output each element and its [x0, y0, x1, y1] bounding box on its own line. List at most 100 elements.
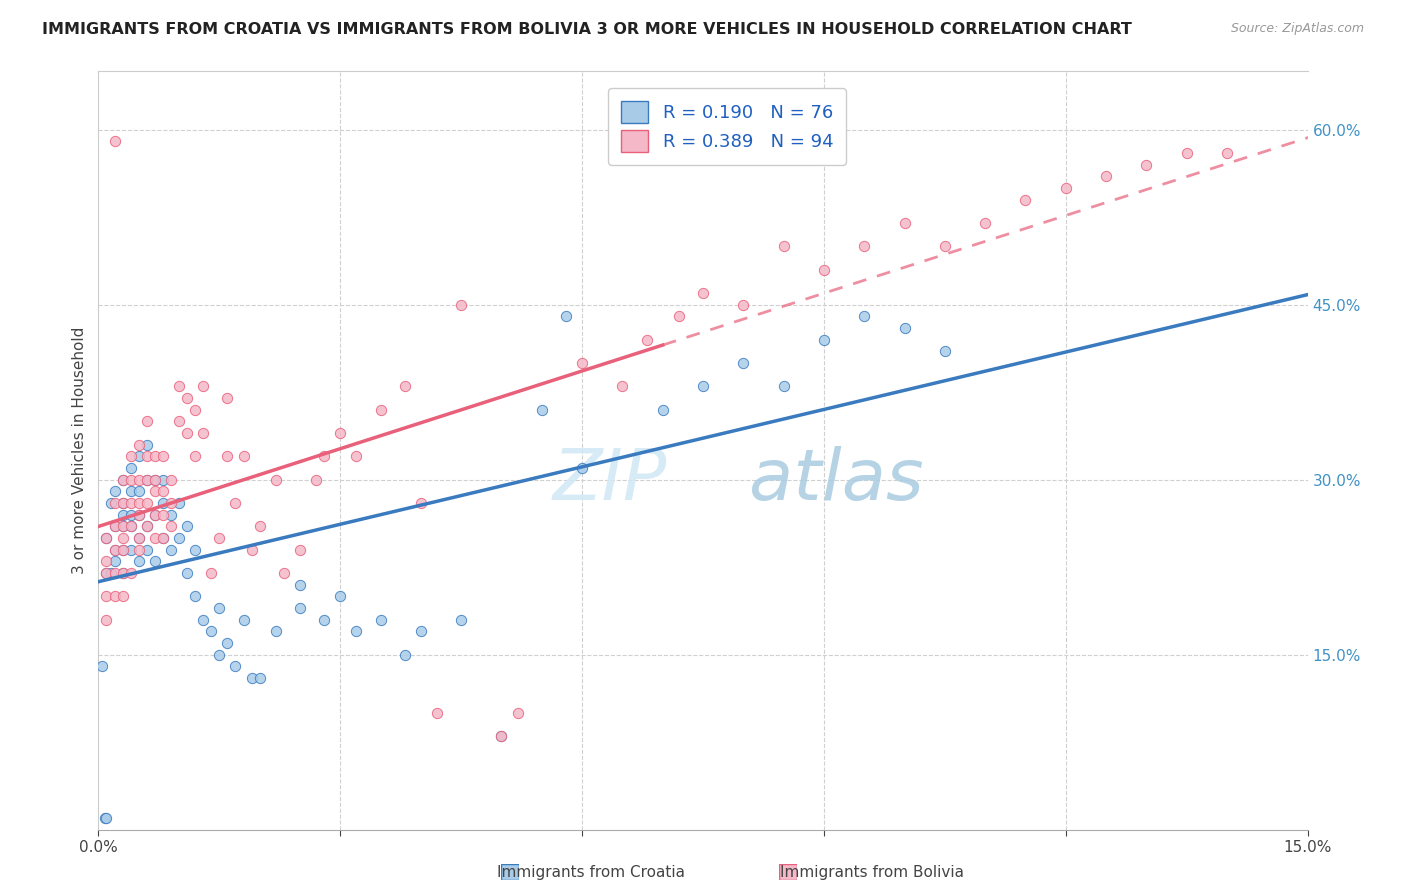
- Point: [103, 542, 125, 557]
- Point: [176, 519, 198, 533]
- Point: [120, 461, 142, 475]
- Point: [200, 624, 222, 639]
- Point: [692, 285, 714, 300]
- Point: [240, 542, 263, 557]
- Point: [184, 450, 207, 464]
- Point: [394, 648, 416, 662]
- Point: [128, 508, 150, 522]
- Point: [409, 624, 432, 639]
- Point: [128, 450, 150, 464]
- Point: [651, 402, 673, 417]
- Text: ZIP: ZIP: [553, 446, 666, 516]
- Point: [249, 519, 271, 533]
- Point: [217, 636, 239, 650]
- Point: [135, 473, 157, 487]
- Point: [772, 379, 794, 393]
- Point: [160, 542, 183, 557]
- Point: [193, 613, 215, 627]
- Point: [111, 508, 134, 522]
- Point: [120, 450, 142, 464]
- Point: [733, 298, 755, 312]
- Point: [143, 484, 166, 499]
- Point: [120, 542, 142, 557]
- Point: [128, 437, 150, 451]
- Point: [668, 310, 690, 324]
- Point: [96, 531, 118, 545]
- Point: [103, 519, 125, 533]
- Point: [143, 531, 166, 545]
- Point: [152, 508, 174, 522]
- Point: [409, 496, 432, 510]
- Point: [94, 811, 117, 825]
- Point: [344, 624, 367, 639]
- Point: [152, 531, 174, 545]
- Point: [135, 519, 157, 533]
- Point: [530, 402, 553, 417]
- Point: [111, 519, 134, 533]
- Point: [193, 425, 215, 440]
- Point: [813, 262, 835, 277]
- Point: [103, 134, 125, 148]
- Point: [120, 496, 142, 510]
- Point: [249, 671, 271, 685]
- Point: [974, 216, 997, 230]
- Point: [692, 379, 714, 393]
- Point: [152, 473, 174, 487]
- Point: [184, 589, 207, 603]
- Point: [1014, 193, 1036, 207]
- Legend: R = 0.190   N = 76, R = 0.389   N = 94: R = 0.190 N = 76, R = 0.389 N = 94: [609, 88, 846, 164]
- Point: [208, 531, 231, 545]
- Point: [135, 519, 157, 533]
- Point: [120, 519, 142, 533]
- Point: [450, 613, 472, 627]
- Point: [264, 473, 287, 487]
- Point: [128, 508, 150, 522]
- Point: [96, 613, 118, 627]
- Point: [208, 601, 231, 615]
- Point: [143, 450, 166, 464]
- Text: Immigrants from Bolivia: Immigrants from Bolivia: [780, 865, 963, 880]
- Point: [193, 379, 215, 393]
- Point: [491, 729, 513, 743]
- Point: [160, 496, 183, 510]
- Point: [329, 589, 352, 603]
- Point: [636, 333, 658, 347]
- Point: [506, 706, 529, 720]
- Point: [491, 729, 513, 743]
- Point: [772, 239, 794, 253]
- Point: [288, 542, 311, 557]
- Point: [1054, 181, 1077, 195]
- Text: IMMIGRANTS FROM CROATIA VS IMMIGRANTS FROM BOLIVIA 3 OR MORE VEHICLES IN HOUSEHO: IMMIGRANTS FROM CROATIA VS IMMIGRANTS FR…: [42, 22, 1132, 37]
- Point: [370, 613, 392, 627]
- Point: [1216, 146, 1239, 161]
- Point: [217, 391, 239, 405]
- Point: [103, 566, 125, 580]
- Text: Immigrants from Croatia: Immigrants from Croatia: [496, 865, 685, 880]
- Point: [160, 473, 183, 487]
- Point: [934, 239, 956, 253]
- Point: [893, 216, 915, 230]
- Point: [128, 542, 150, 557]
- Point: [103, 554, 125, 568]
- Point: [128, 484, 150, 499]
- Point: [184, 402, 207, 417]
- Point: [103, 496, 125, 510]
- Point: [100, 566, 122, 580]
- Point: [314, 613, 336, 627]
- Point: [128, 473, 150, 487]
- Point: [224, 659, 246, 673]
- Point: [91, 659, 114, 673]
- Point: [111, 496, 134, 510]
- Point: [111, 566, 134, 580]
- Point: [103, 484, 125, 499]
- Point: [143, 473, 166, 487]
- Y-axis label: 3 or more Vehicles in Household: 3 or more Vehicles in Household: [72, 326, 87, 574]
- Point: [184, 542, 207, 557]
- Point: [111, 542, 134, 557]
- Point: [111, 566, 134, 580]
- Point: [344, 450, 367, 464]
- Point: [128, 554, 150, 568]
- Point: [733, 356, 755, 370]
- Point: [167, 414, 190, 428]
- Point: [96, 566, 118, 580]
